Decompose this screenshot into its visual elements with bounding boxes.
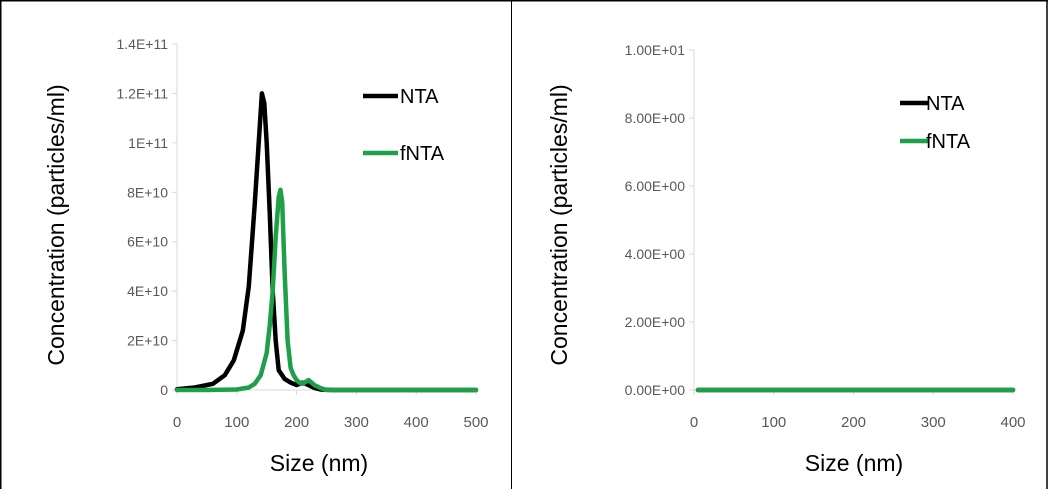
x-tick-label: 0 (690, 414, 698, 431)
x-tick-label: 100 (224, 414, 249, 431)
x-tick-label: 0 (173, 414, 181, 431)
chart-empty-nta-vs-fnta: 0.00E+00 2.00E+00 4.00E+00 6.00E+00 8.00E+00… (512, 0, 1048, 489)
y-axis-title: Concentration (particles/ml) (43, 84, 69, 365)
legend-label-nta: NTA (926, 93, 965, 115)
chart-nta-vs-fnta: 0 2E+10 4E+10 6E+10 8E+10 1E+11 1.2E+11 1.4E+11… (0, 0, 512, 489)
x-tick-label: 100 (761, 414, 786, 431)
y-tick-label: 1E+11 (128, 135, 168, 151)
x-tick-label: 400 (404, 414, 429, 431)
x-tick-label: 200 (284, 414, 309, 431)
y-tick-label: 1.00E+01 (625, 42, 686, 58)
x-tick-label: 200 (841, 414, 866, 431)
y-tick-label: 4E+10 (127, 283, 168, 299)
y-tick-label: 4.00E+00 (625, 246, 686, 262)
legend-label-fnta: fNTA (926, 131, 971, 153)
y-tick-label: 2E+10 (127, 333, 168, 349)
y-axis-title: Concentration (particles/ml) (546, 84, 572, 365)
series-line-nta (174, 91, 479, 393)
y-tick-label: 8.00E+00 (625, 110, 686, 126)
x-tick-label: 300 (921, 414, 946, 431)
x-tick-label: 400 (1000, 414, 1025, 431)
y-tick-label: 1.4E+11 (116, 36, 168, 52)
y-tick-label: 0 (160, 382, 168, 398)
y-tick-label: 2.00E+00 (625, 314, 686, 330)
series-line-fnta (174, 187, 479, 393)
y-tick-label: 6.00E+00 (625, 178, 686, 194)
y-tick-label: 6E+10 (127, 234, 168, 250)
y-tick-label: 0.00E+00 (625, 382, 686, 398)
y-tick-label: 8E+10 (127, 184, 168, 200)
panel-divider (511, 0, 512, 489)
x-tick-label: 300 (344, 414, 369, 431)
legend-label-nta: NTA (400, 86, 439, 108)
x-tick-label: 500 (463, 414, 488, 431)
x-axis-title: Size (nm) (270, 450, 368, 476)
y-tick-label: 1.2E+11 (116, 85, 168, 101)
x-axis-title: Size (nm) (805, 450, 903, 476)
legend-label-fnta: fNTA (400, 143, 445, 165)
